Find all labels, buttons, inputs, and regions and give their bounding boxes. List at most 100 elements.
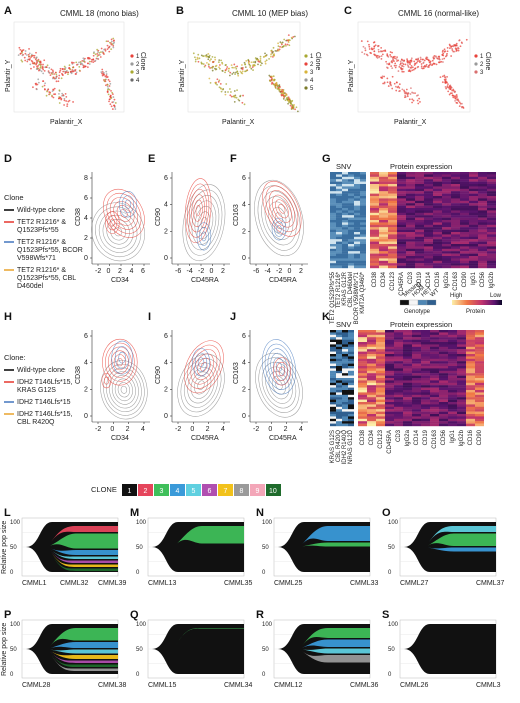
- panel-c-point: [394, 62, 397, 65]
- fish-ytick-label: 50: [10, 545, 17, 551]
- heatmap-protein-cell: [439, 418, 448, 422]
- heatmap-protein-cell: [376, 380, 385, 383]
- x-label: CD45RA: [269, 277, 297, 284]
- heatmap-protein-label: IgG2b: [459, 429, 465, 446]
- panel-b-point: [241, 68, 244, 71]
- heatmap-snv-cell: [342, 205, 348, 209]
- heatmap-protein-cell: [376, 361, 385, 364]
- heatmap-snv-cell: [342, 332, 348, 335]
- panel-a-point: [93, 51, 95, 54]
- contour-line: [102, 214, 134, 249]
- heatmap-protein-cell: [421, 418, 430, 422]
- panel-a-point: [67, 71, 70, 74]
- heatmap-snv-cell: [330, 212, 336, 216]
- panel-b-point: [231, 73, 234, 75]
- heatmap-snv-cell: [354, 246, 360, 249]
- heatmap-protein-cell: [385, 378, 394, 381]
- heatmap-protein-cell: [433, 188, 442, 192]
- heatmap-protein-cell: [457, 339, 466, 343]
- heatmap-protein-cell: [469, 172, 478, 175]
- panel-a-point: [110, 97, 113, 100]
- heatmap-protein-cell: [403, 406, 412, 410]
- legend-d-title: Clone: [4, 193, 24, 202]
- heatmap-protein-cell: [478, 212, 487, 216]
- heatmap-protein-cell: [376, 423, 385, 427]
- heatmap-protein-cell: [469, 212, 478, 216]
- heatmap-protein-cell: [460, 244, 469, 247]
- heatmap-protein-cell: [397, 205, 406, 209]
- panel-b-point: [224, 69, 227, 72]
- contour-line: [108, 371, 139, 409]
- heatmap-protein-cell: [403, 390, 412, 393]
- heatmap-snv-cell: [330, 179, 336, 182]
- panel-c-point: [381, 53, 384, 56]
- panel-c-point: [407, 70, 410, 72]
- panel-c-point: [401, 65, 404, 67]
- heatmap-protein-cell: [415, 198, 424, 201]
- contour-line: [109, 197, 138, 230]
- contour-line: [95, 206, 142, 257]
- heatmap-protein-cell: [466, 354, 475, 357]
- panel-c-point: [450, 55, 453, 57]
- heatmap-snv-cell: [336, 222, 342, 225]
- heatmap-protein-cell: [448, 363, 457, 367]
- contour-line: [265, 366, 293, 404]
- panel-a-point: [61, 72, 63, 75]
- panel-b-point: [245, 59, 248, 62]
- panel-c-point: [395, 58, 398, 60]
- heatmap-protein-cell: [397, 172, 406, 175]
- heatmap-protein-cell: [460, 184, 469, 187]
- panel-b-point: [233, 90, 236, 92]
- panel-b-point: [259, 61, 262, 64]
- heatmap-snv-cell: [330, 215, 336, 218]
- heatmap-snv-cell: [360, 186, 366, 189]
- heatmap-protein-cell: [385, 380, 394, 383]
- heatmap-protein-cell: [358, 416, 367, 419]
- heatmap-protein-cell: [370, 227, 379, 230]
- panel-a-point: [42, 72, 45, 75]
- heatmap-protein-cell: [367, 330, 376, 333]
- heatmap-protein-cell: [469, 186, 478, 189]
- x-tick-label: 0: [110, 426, 114, 433]
- panel-a-point: [58, 102, 61, 104]
- heatmap-snv-cell: [330, 224, 336, 228]
- heatmap-protein-cell: [469, 229, 478, 233]
- heatmap-snv-cell: [360, 200, 366, 204]
- heatmap-protein-label: CD14: [414, 429, 420, 445]
- heatmap-protein-cell: [415, 188, 424, 192]
- heatmap-snv-label: CBL R420Q: [336, 430, 342, 462]
- panel-a-point: [38, 63, 41, 66]
- panel-c-point: [413, 60, 416, 63]
- legend-label: 2: [310, 62, 314, 68]
- panel-a-point: [30, 67, 32, 70]
- contour-line: [102, 338, 138, 386]
- heatmap-snv-cell: [354, 220, 360, 223]
- heatmap-protein-cell: [439, 349, 448, 352]
- panel-c-point: [405, 92, 408, 95]
- legend-dot: [304, 70, 308, 74]
- heatmap-protein-cell: [412, 387, 421, 391]
- contour-line: [275, 199, 289, 219]
- heatmap-snv-cell: [354, 215, 360, 218]
- panel-a-point: [58, 92, 60, 95]
- panel-c-point: [373, 47, 375, 50]
- heatmap-protein-cell: [388, 184, 397, 187]
- heatmap-snv-cell: [342, 179, 348, 182]
- heatmap-protein-cell: [439, 402, 448, 405]
- heatmap-protein-cell: [421, 411, 430, 415]
- fish-clone-band: [50, 526, 118, 544]
- heatmap-protein-cell: [475, 351, 484, 355]
- legend-label: TET2 R1216* & Q1523Pfs*55: [17, 219, 66, 234]
- heatmap-protein-cell: [376, 402, 385, 405]
- panel-b-point: [278, 48, 281, 51]
- contour-line: [276, 225, 282, 233]
- heatmap-protein-cell: [406, 200, 415, 204]
- heatmap-protein-cell: [469, 210, 478, 213]
- panel-c-point: [403, 89, 405, 92]
- heatmap-protein-cell: [403, 330, 412, 333]
- clone-swatch-label: 9: [256, 488, 260, 495]
- heatmap-snv-cell: [330, 394, 336, 398]
- heatmap-protein-cell: [424, 174, 433, 177]
- fish-clone-band: [50, 649, 118, 654]
- heatmap-protein-cell: [358, 411, 367, 415]
